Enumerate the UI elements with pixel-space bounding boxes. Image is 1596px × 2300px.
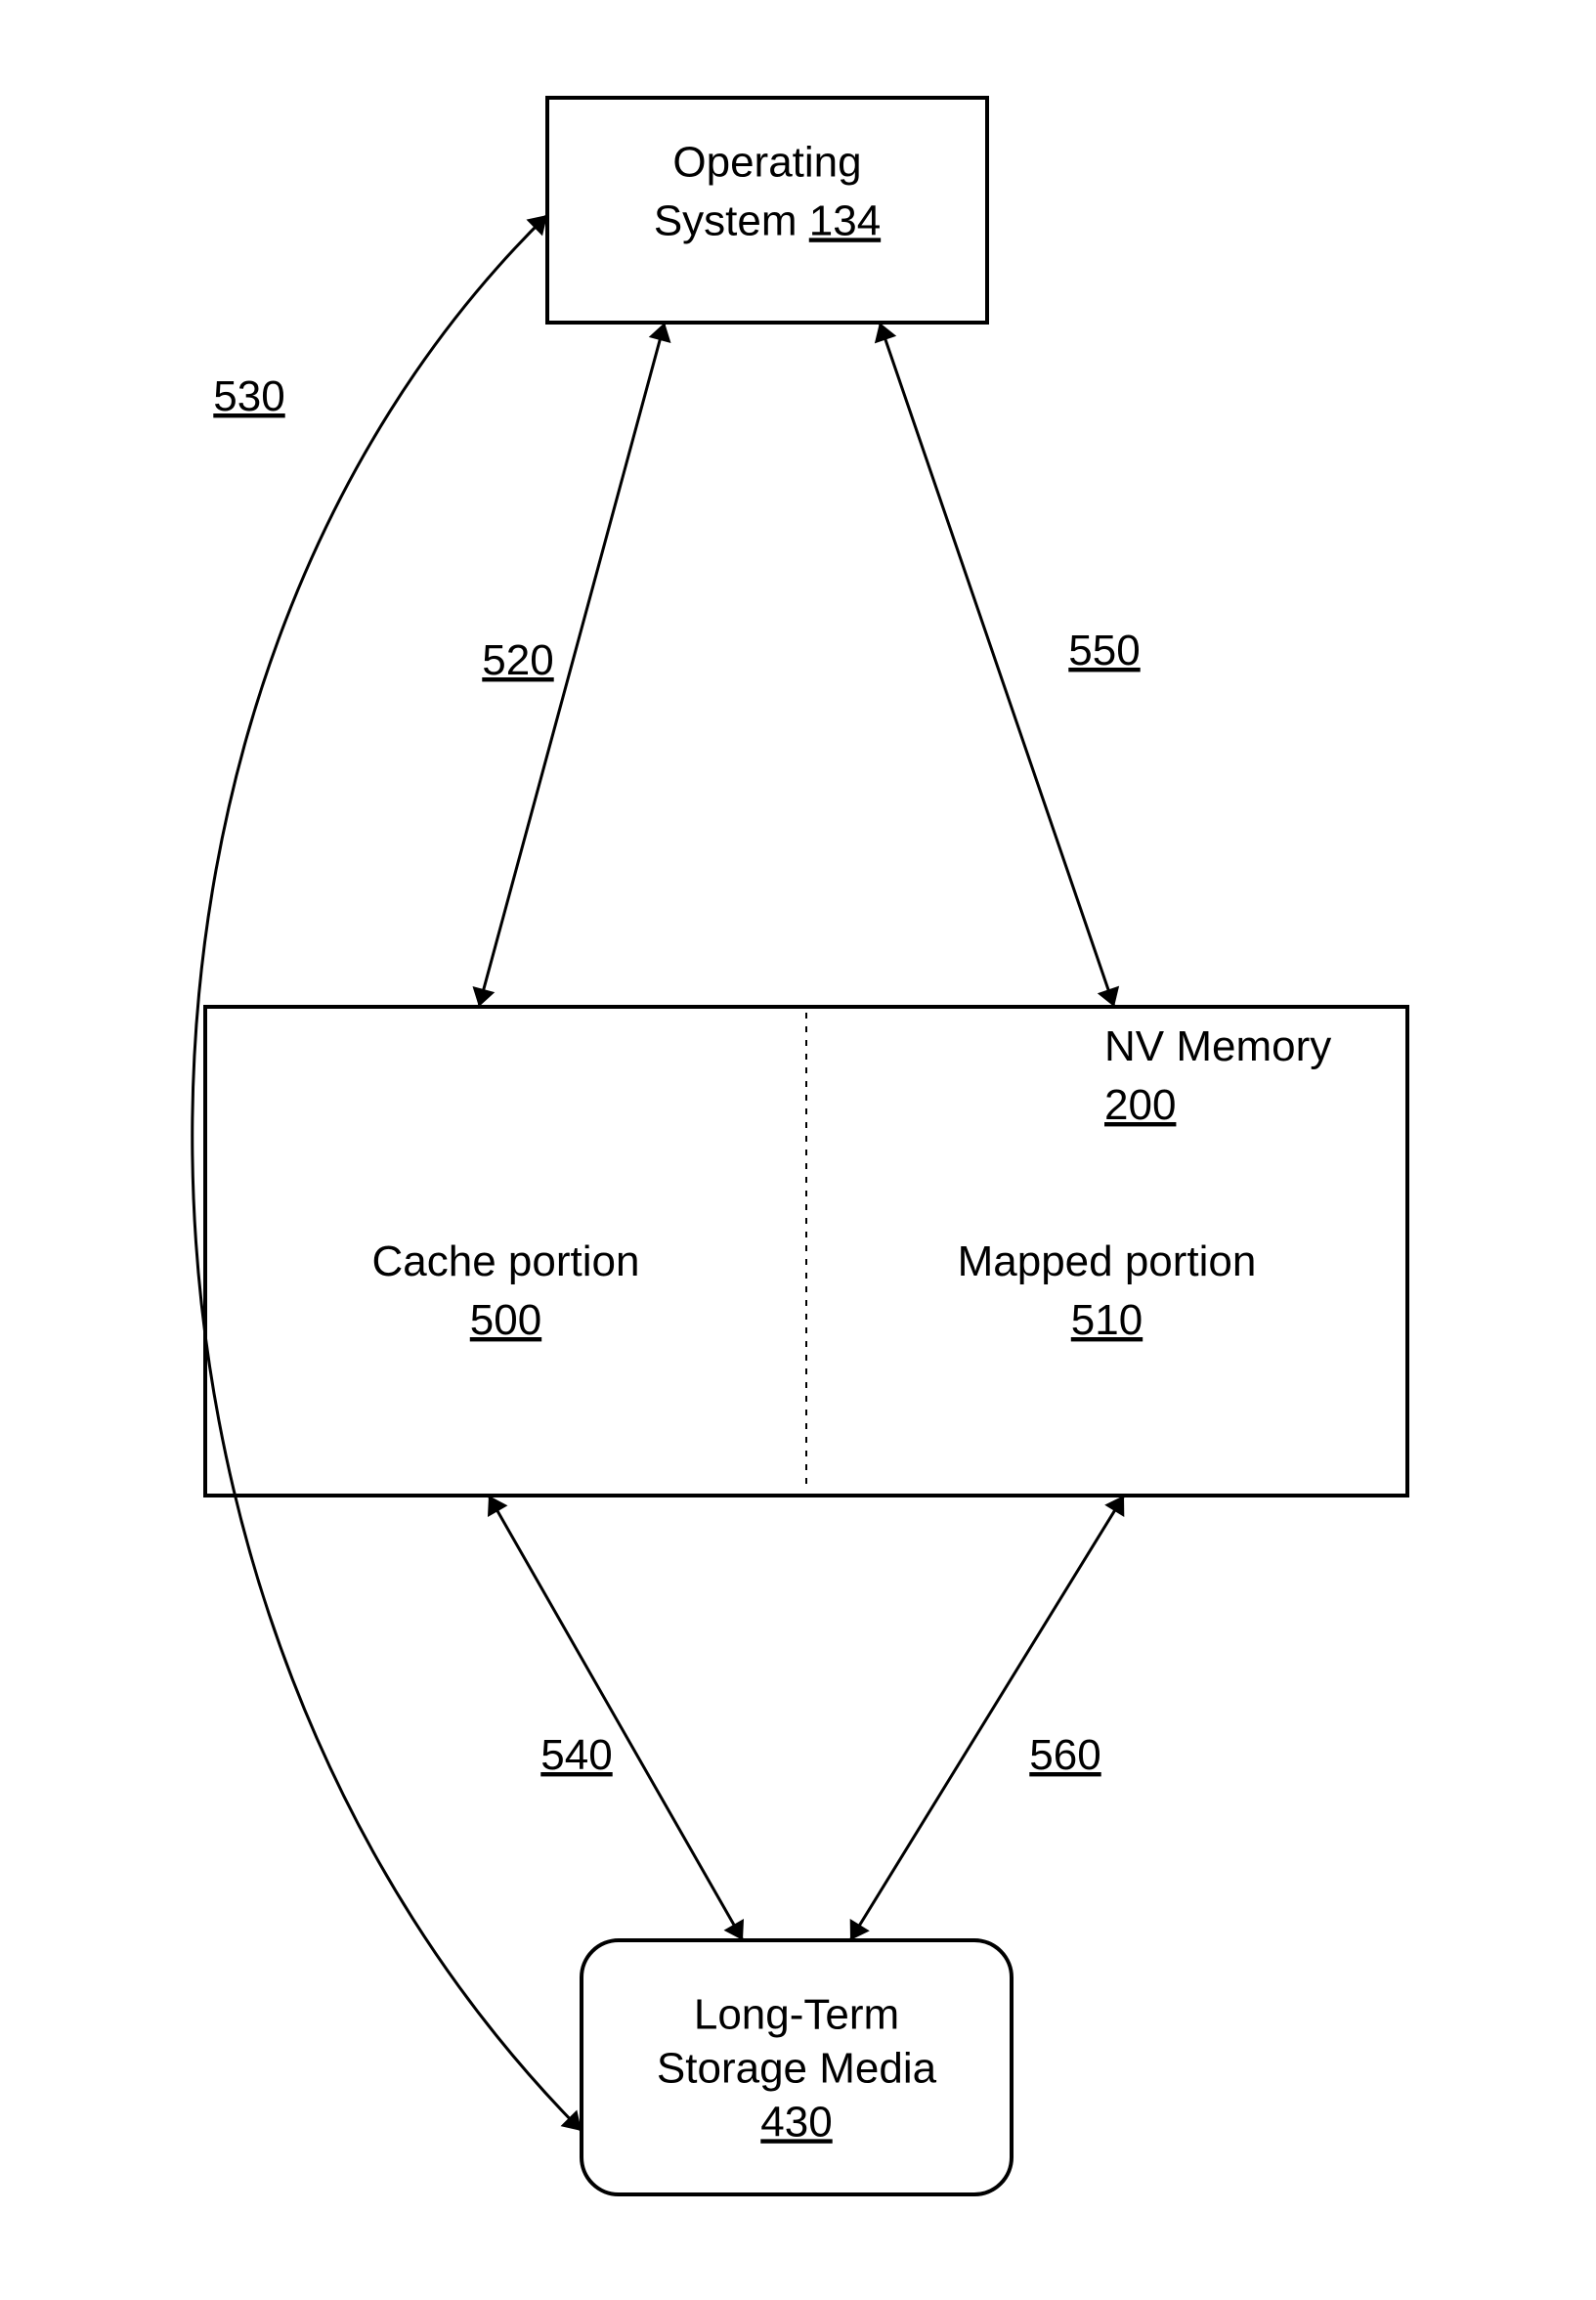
svg-text:Mapped portion: Mapped portion [958,1237,1257,1285]
nvmem-node: NV Memory 200 Cache portion 500 Mapped porti… [205,1007,1407,1496]
svg-text:NV Memory: NV Memory [1104,1022,1331,1070]
svg-text:560: 560 [1029,1731,1100,1779]
storage-node: Long-Term Storage Media 430 [582,1940,1012,2194]
svg-text:200: 200 [1104,1081,1176,1129]
edge-520: 520 [472,323,670,1007]
edge-540: 540 [488,1496,744,1940]
svg-text:Operating: Operating [672,138,861,186]
svg-text:Cache portion: Cache portion [372,1237,640,1285]
svg-text:Long-Term: Long-Term [694,1990,899,2038]
svg-text:500: 500 [470,1296,541,1344]
svg-text:System 134: System 134 [654,196,881,244]
svg-text:530: 530 [213,372,284,420]
nodes: Operating System 134 NV Memory 200 Cache por… [205,98,1407,2194]
svg-text:550: 550 [1068,627,1140,674]
svg-text:520: 520 [482,636,553,684]
svg-text:430: 430 [760,2098,832,2146]
edge-560: 560 [850,1496,1125,1940]
svg-text:540: 540 [540,1731,612,1779]
svg-text:510: 510 [1071,1296,1143,1344]
svg-text:Storage Media: Storage Media [657,2044,937,2092]
edge-550: 550 [875,323,1141,1007]
os-node: Operating System 134 [547,98,987,323]
